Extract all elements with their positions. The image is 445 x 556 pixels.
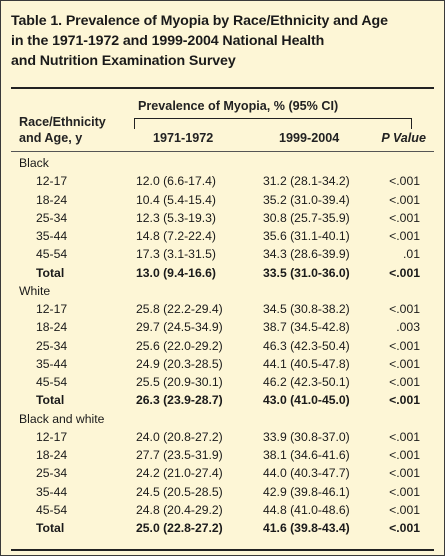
value-1971-cell: 17.3 (3.1-31.5) bbox=[136, 247, 216, 262]
total-p-value-cell: <.001 bbox=[389, 521, 420, 535]
p-value-cell: .01 bbox=[403, 247, 420, 262]
age-cell: 25-34 bbox=[36, 338, 68, 353]
value-1971-cell: 27.7 (23.5-31.9) bbox=[136, 448, 223, 462]
value-1971-cell: 24.8 (20.4-29.2) bbox=[136, 502, 223, 517]
total-1999-cell: 41.6 (39.8-43.4) bbox=[263, 521, 350, 535]
age-cell: 25-34 bbox=[36, 210, 68, 225]
age-cell: 45-54 bbox=[36, 375, 68, 389]
column-header-1999: 1999-2004 bbox=[279, 131, 340, 145]
value-1999-cell: 34.3 (28.6-39.9) bbox=[263, 247, 350, 262]
total-label: Total bbox=[36, 393, 65, 408]
value-1971-cell: 25.6 (22.0-29.2) bbox=[136, 338, 223, 353]
p-value-cell: .003 bbox=[396, 320, 420, 335]
age-cell: 25-34 bbox=[36, 466, 68, 481]
value-1999-cell: 30.8 (25.7-35.9) bbox=[263, 210, 350, 225]
age-cell: 18-24 bbox=[36, 448, 68, 462]
age-cell: 35-44 bbox=[36, 484, 68, 499]
age-cell: 35-44 bbox=[36, 229, 68, 243]
value-1999-cell: 44.0 (40.3-47.7) bbox=[263, 466, 350, 481]
header-rule bbox=[11, 151, 434, 152]
p-value-cell: <.001 bbox=[389, 174, 420, 189]
p-value-cell: <.001 bbox=[389, 448, 420, 462]
value-1999-cell: 46.3 (42.3-50.4) bbox=[263, 338, 350, 353]
p-value-cell: <.001 bbox=[389, 302, 420, 316]
p-value-cell: <.001 bbox=[389, 484, 420, 499]
value-1971-cell: 10.4 (5.4-15.4) bbox=[136, 192, 216, 207]
total-p-value-cell: <.001 bbox=[389, 265, 420, 280]
age-cell: 12-17 bbox=[36, 174, 68, 189]
p-value-cell: <.001 bbox=[389, 375, 420, 389]
total-1999-cell: 33.5 (31.0-36.0) bbox=[263, 265, 350, 280]
group-label: Black and white bbox=[19, 411, 105, 426]
value-1999-cell: 34.5 (30.8-38.2) bbox=[263, 302, 350, 316]
p-value-cell: <.001 bbox=[389, 429, 420, 444]
value-1971-cell: 24.2 (21.0-27.4) bbox=[136, 466, 223, 481]
column-header-1971: 1971-1972 bbox=[153, 131, 214, 145]
total-1999-cell: 43.0 (41.0-45.0) bbox=[263, 393, 350, 408]
p-value-cell: <.001 bbox=[389, 338, 420, 353]
age-cell: 18-24 bbox=[36, 320, 68, 335]
value-1971-cell: 25.8 (22.2-29.4) bbox=[136, 302, 223, 316]
age-cell: 12-17 bbox=[36, 429, 68, 444]
title-line: in the 1971-1972 and 1999-2004 National … bbox=[11, 33, 325, 49]
value-1999-cell: 46.2 (42.3-50.1) bbox=[263, 375, 350, 389]
value-1971-cell: 24.5 (20.5-28.5) bbox=[136, 484, 223, 499]
p-value-cell: <.001 bbox=[389, 466, 420, 481]
table-title: Table 1. Prevalence of Myopia by Race/Et… bbox=[11, 11, 431, 71]
value-1999-cell: 42.9 (39.8-46.1) bbox=[263, 484, 350, 499]
p-value-cell: <.001 bbox=[389, 356, 420, 371]
age-cell: 45-54 bbox=[36, 502, 68, 517]
title-line: Table 1. Prevalence of Myopia by Race/Et… bbox=[11, 13, 388, 29]
value-1971-cell: 12.0 (6.6-17.4) bbox=[136, 174, 216, 189]
total-label: Total bbox=[36, 265, 65, 280]
title-rule bbox=[11, 87, 434, 89]
column-header-p-value: P Value bbox=[381, 131, 426, 145]
row-label-header-line1: Race/Ethnicity bbox=[19, 115, 106, 129]
spanner-bracket bbox=[134, 118, 412, 129]
value-1999-cell: 38.7 (34.5-42.8) bbox=[263, 320, 350, 335]
total-1971-cell: 25.0 (22.8-27.2) bbox=[136, 521, 223, 535]
spanner-header: Prevalence of Myopia, % (95% CI) bbox=[138, 99, 339, 113]
p-value-cell: <.001 bbox=[389, 210, 420, 225]
bottom-rule bbox=[11, 549, 434, 551]
value-1999-cell: 35.2 (31.0-39.4) bbox=[263, 192, 350, 207]
age-cell: 45-54 bbox=[36, 247, 68, 262]
value-1971-cell: 29.7 (24.5-34.9) bbox=[136, 320, 223, 335]
group-label: White bbox=[19, 283, 51, 298]
value-1999-cell: 31.2 (28.1-34.2) bbox=[263, 174, 350, 189]
age-cell: 18-24 bbox=[36, 192, 68, 207]
p-value-cell: <.001 bbox=[389, 502, 420, 517]
value-1999-cell: 38.1 (34.6-41.6) bbox=[263, 448, 350, 462]
age-cell: 35-44 bbox=[36, 356, 68, 371]
total-1971-cell: 26.3 (23.9-28.7) bbox=[136, 393, 223, 408]
total-label: Total bbox=[36, 521, 65, 535]
value-1971-cell: 12.3 (5.3-19.3) bbox=[136, 210, 216, 225]
value-1971-cell: 24.9 (20.3-28.5) bbox=[136, 356, 223, 371]
total-p-value-cell: <.001 bbox=[389, 393, 420, 408]
p-value-cell: <.001 bbox=[389, 192, 420, 207]
value-1999-cell: 44.1 (40.5-47.8) bbox=[263, 356, 350, 371]
title-line: and Nutrition Examination Survey bbox=[11, 53, 236, 69]
p-value-cell: <.001 bbox=[389, 229, 420, 243]
age-cell: 12-17 bbox=[36, 302, 68, 316]
value-1971-cell: 25.5 (20.9-30.1) bbox=[136, 375, 223, 389]
value-1971-cell: 14.8 (7.2-22.4) bbox=[136, 229, 216, 243]
value-1999-cell: 35.6 (31.1-40.1) bbox=[263, 229, 350, 243]
total-1971-cell: 13.0 (9.4-16.6) bbox=[136, 265, 216, 280]
value-1999-cell: 33.9 (30.8-37.0) bbox=[263, 429, 350, 444]
row-label-header-line2: and Age, y bbox=[19, 131, 83, 145]
value-1999-cell: 44.8 (41.0-48.6) bbox=[263, 502, 350, 517]
group-label: Black bbox=[19, 156, 49, 170]
value-1971-cell: 24.0 (20.8-27.2) bbox=[136, 429, 223, 444]
